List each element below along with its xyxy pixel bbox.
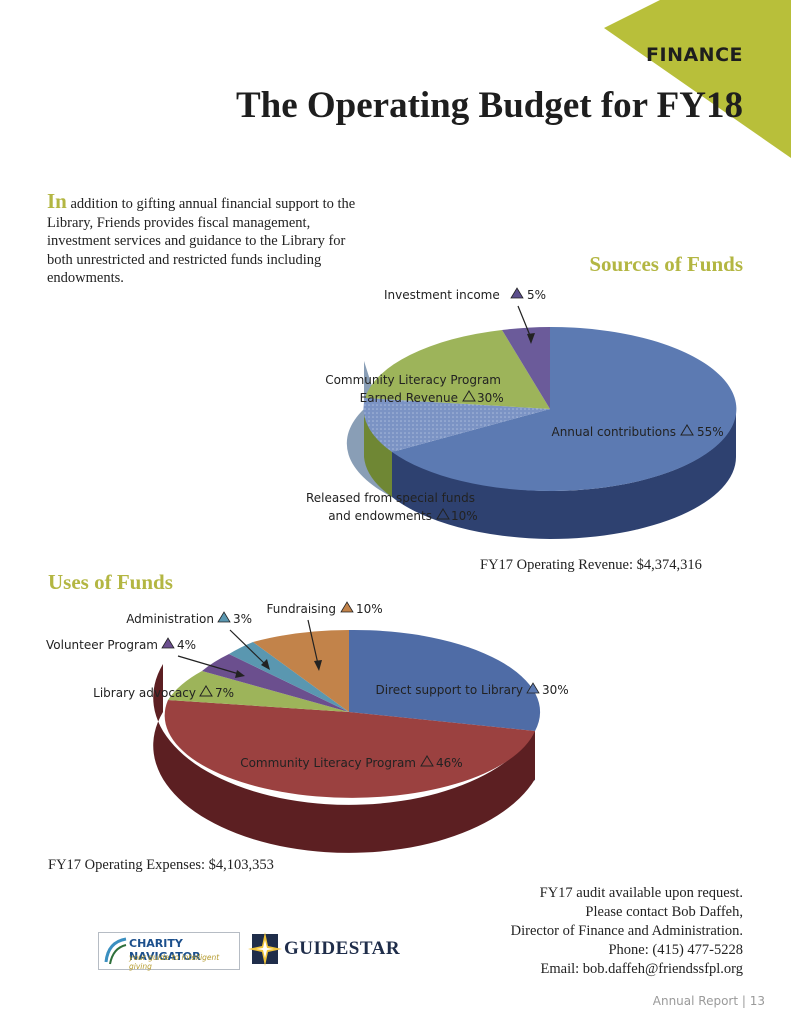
sources-label-released-2: and endowments	[328, 509, 432, 523]
sources-slice-investment	[502, 327, 550, 409]
contact-line-3: Director of Finance and Administration.	[510, 923, 743, 939]
sources-slice-literacy	[365, 330, 550, 409]
uses-delta-volunteer	[161, 637, 175, 649]
intro-lead-word: In	[47, 189, 67, 213]
contact-email[interactable]: Email: bob.daffeh@friendssfpl.org	[540, 961, 743, 977]
sources-delta-released	[436, 508, 450, 520]
uses-slice-volunteer	[202, 654, 349, 712]
sources-pct-investment: 5%	[527, 288, 546, 302]
charity-navigator-logo[interactable]: CHARITY NAVIGATOR your guide to intellig…	[98, 932, 240, 971]
uses-pct-administration: 3%	[233, 612, 252, 626]
sources-slice-annual	[392, 326, 737, 491]
contact-line-1: FY17 audit available upon request.	[539, 885, 743, 901]
sources-pct-literacy: 30%	[477, 391, 504, 405]
charity-navigator-text: CHARITY NAVIGATOR	[129, 937, 201, 963]
contact-line-2: Please contact Bob Daffeh,	[585, 904, 743, 920]
uses-slice-literacy	[164, 700, 535, 798]
uses-label-direct: Direct support to Library	[376, 683, 523, 697]
section-label: FINANCE	[646, 44, 743, 66]
uses-delta-advocacy	[199, 685, 213, 697]
sources-label-investment: Investment income	[384, 288, 500, 302]
intro-paragraph: In addition to gifting annual financial …	[47, 189, 367, 288]
sources-label-literacy-1: Community Literacy Program	[325, 373, 501, 387]
uses-label-literacy: Community Literacy Program	[240, 756, 416, 770]
uses-slice-advocacy	[168, 671, 349, 712]
guidestar-logo[interactable]: GUIDESTAR	[248, 928, 400, 970]
star-icon	[248, 932, 282, 966]
sources-pct-released: 10%	[451, 509, 478, 523]
uses-label-advocacy: Library advocacy	[93, 686, 196, 700]
uses-label-fundraising: Fundraising	[266, 602, 336, 616]
uses-pct-fundraising: 10%	[356, 602, 383, 616]
sources-heading: Sources of Funds	[589, 252, 743, 276]
uses-delta-direct	[526, 682, 540, 694]
uses-label-administration: Administration	[126, 612, 214, 626]
sources-caption: FY17 Operating Revenue: $4,374,316	[480, 557, 702, 573]
sources-delta-literacy	[462, 390, 476, 402]
uses-pct-literacy: 46%	[436, 756, 463, 770]
uses-slice-fundraising	[253, 630, 349, 712]
page-title: The Operating Budget for FY18	[235, 85, 743, 126]
uses-delta-fundraising	[340, 601, 354, 613]
uses-pct-volunteer: 4%	[177, 638, 196, 652]
uses-pct-advocacy: 7%	[215, 686, 234, 700]
sources-slice-released	[363, 398, 550, 452]
corner-accent-shape	[604, 0, 791, 158]
uses-slice-direct	[349, 629, 541, 731]
contact-line-4: Phone: (415) 477-5228	[608, 942, 743, 958]
sources-label-literacy-2: Earned Revenue	[360, 391, 458, 405]
uses-delta-administration	[217, 611, 231, 623]
sources-delta-annual	[680, 424, 694, 436]
guidestar-text: GUIDESTAR	[284, 938, 401, 959]
sources-label-released-1: Released from special funds	[306, 491, 475, 505]
uses-caption: FY17 Operating Expenses: $4,103,353	[48, 857, 274, 873]
uses-label-volunteer: Volunteer Program	[46, 638, 158, 652]
uses-heading: Uses of Funds	[48, 570, 173, 594]
compass-icon	[104, 937, 127, 965]
charity-navigator-tagline: your guide to intelligent giving	[129, 953, 220, 971]
intro-body: addition to gifting annual financial sup…	[47, 196, 356, 286]
sources-pie	[346, 326, 737, 539]
sources-side-annual	[392, 409, 736, 539]
sources-pct-annual: 55%	[697, 425, 724, 439]
uses-side-literacy	[153, 664, 535, 853]
page-footer: Annual Report | 13	[652, 994, 765, 1008]
contact-block: FY17 audit available upon request. Pleas…	[511, 884, 743, 979]
uses-pie	[153, 629, 541, 853]
uses-delta-literacy	[420, 755, 434, 767]
sources-label-annual: Annual contributions	[551, 425, 676, 439]
sources-delta-investment	[510, 287, 524, 299]
uses-slice-administration	[229, 642, 349, 712]
uses-pct-direct: 30%	[542, 683, 569, 697]
